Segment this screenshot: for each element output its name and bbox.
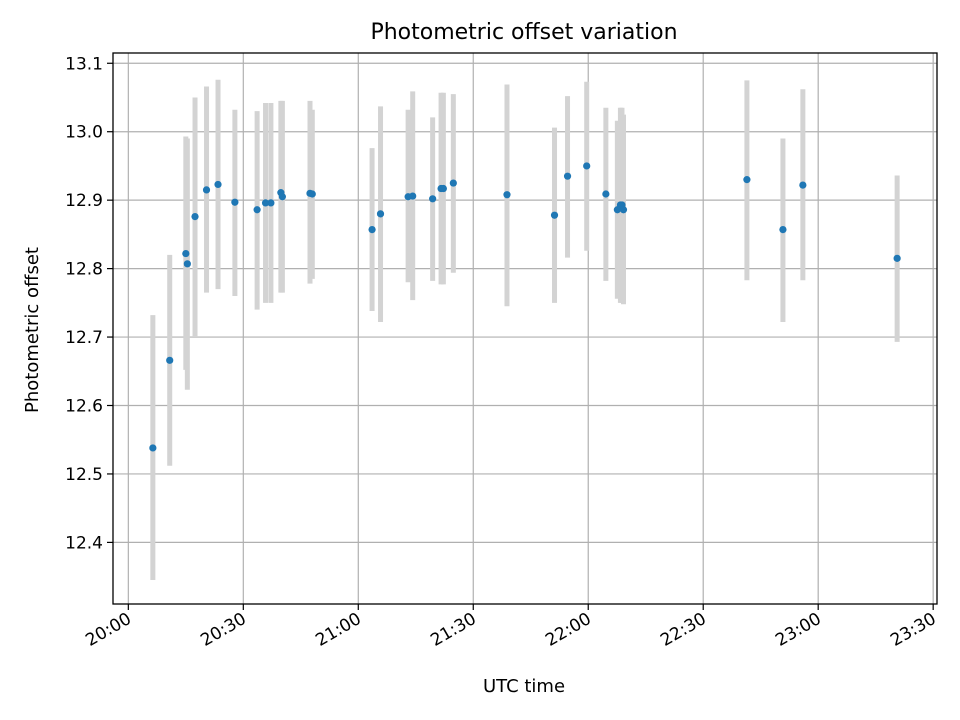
data-point — [550, 211, 559, 219]
data-point — [503, 191, 511, 199]
data-point — [183, 260, 191, 268]
data-point — [267, 199, 275, 207]
data-point — [149, 444, 157, 452]
data-point — [563, 172, 572, 180]
data-point — [253, 206, 261, 214]
data-point — [231, 198, 239, 206]
data-point — [583, 162, 591, 170]
grid-lines — [113, 53, 937, 604]
data-point — [439, 184, 447, 193]
data-point — [619, 206, 628, 214]
data-point — [191, 212, 199, 221]
data-point — [602, 190, 610, 198]
data-point — [449, 179, 457, 187]
data-point — [799, 181, 807, 189]
x-tick-label: 23:00 — [772, 609, 824, 651]
x-tick-label: 22:00 — [542, 609, 594, 651]
y-tick-label: 12.8 — [65, 260, 103, 280]
y-axis-ticks: 12.4 12.5 12.6 12.7 12.8 12.9 13.0 13.1 — [65, 54, 113, 553]
x-tick-label: 22:30 — [657, 609, 709, 651]
data-point — [166, 356, 174, 364]
x-tick-label: 23:30 — [887, 609, 939, 651]
chart-title: Photometric offset variation — [370, 20, 677, 45]
y-tick-label: 12.4 — [65, 533, 103, 553]
data-point — [182, 249, 190, 258]
data-point — [779, 225, 787, 234]
data-point — [743, 176, 751, 184]
data-point — [409, 192, 417, 200]
x-axis-label: UTC time — [483, 676, 565, 697]
x-axis-ticks: 20:00 20:30 21:00 21:30 22:00 22:30 23:00 23:30 — [82, 604, 940, 651]
data-point — [893, 254, 901, 262]
data-point — [368, 225, 376, 234]
data-point — [261, 199, 270, 207]
data-point — [376, 210, 385, 218]
x-tick-label: 20:30 — [197, 609, 249, 651]
error-bars — [150, 79, 900, 581]
y-tick-label: 13.1 — [65, 54, 103, 74]
data-point — [308, 190, 316, 198]
y-axis-label: Photometric offset — [22, 247, 43, 413]
y-tick-label: 12.6 — [65, 397, 103, 417]
data-point — [214, 180, 222, 189]
y-tick-label: 13.0 — [65, 123, 103, 143]
plot-area-frame — [112, 52, 938, 605]
data-point — [202, 186, 211, 194]
y-tick-label: 12.7 — [65, 328, 103, 348]
x-tick-label: 21:30 — [427, 609, 479, 651]
data-point — [429, 195, 437, 203]
x-tick-label: 20:00 — [82, 609, 134, 651]
data-points — [149, 162, 901, 452]
y-tick-label: 12.5 — [65, 465, 103, 485]
x-tick-label: 21:00 — [312, 609, 364, 651]
data-point — [278, 193, 286, 201]
y-tick-label: 12.9 — [65, 191, 103, 211]
